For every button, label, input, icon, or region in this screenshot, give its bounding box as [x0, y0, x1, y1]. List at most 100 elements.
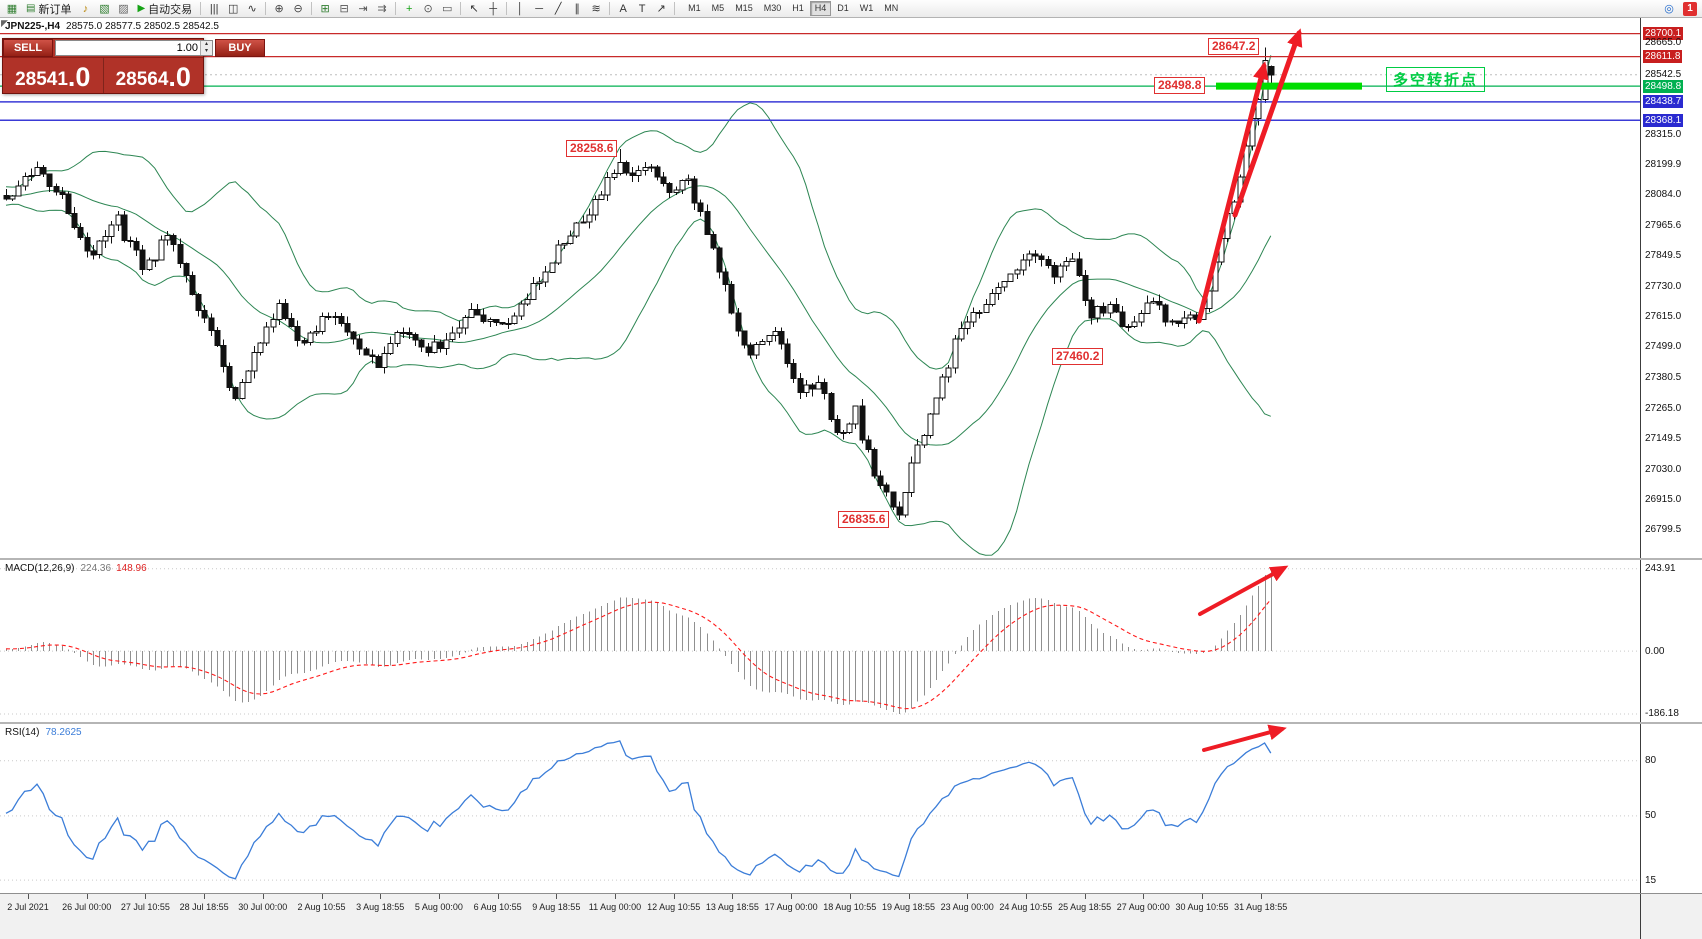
candlestick-icon[interactable]: ◫ [227, 3, 239, 15]
zoom-out-icon[interactable]: ⊖ [293, 3, 303, 15]
toolbar-right-group: ◎ 1 [1660, 1, 1699, 17]
auto-scroll-icon[interactable]: ⇉ [377, 3, 387, 15]
time-axis-tick [1143, 894, 1145, 899]
volume-up-button[interactable]: ▴ [201, 41, 212, 48]
rsi-canvas[interactable] [0, 724, 1640, 893]
one-click-trade-panel: SELL ▴ ▾ BUY 28541.0 28564 [2, 38, 265, 94]
main-chart-canvas[interactable] [0, 18, 1640, 558]
indicators-add-icon[interactable]: + [405, 2, 413, 15]
toolbar-separator [609, 2, 611, 15]
timeframe-h1-button[interactable]: H1 [792, 3, 804, 13]
search-icon[interactable]: ◎ [1664, 3, 1674, 15]
time-axis-label: 28 Jul 18:55 [179, 902, 229, 912]
notification-badge[interactable]: 1 [1683, 1, 1697, 16]
rsi-label: RSI(14) 78.2625 [5, 727, 82, 738]
rsi-line [5, 740, 1272, 880]
buy-button[interactable]: BUY [215, 39, 265, 57]
macd-canvas[interactable] [0, 560, 1640, 722]
time-axis-label: 2 Aug 10:55 [297, 902, 346, 912]
time-axis-tick [204, 894, 206, 899]
autotrading-icon: ▶ [137, 3, 146, 14]
horizontal-line-icon[interactable]: ─ [535, 2, 544, 15]
time-axis-tick [908, 894, 910, 899]
symbol-ohlc: 28575.0 28577.5 28502.5 28542.5 [66, 21, 219, 32]
macd-scale[interactable]: 243.91 0.00 -186.18 [1640, 560, 1702, 722]
autotrading-button[interactable]: ▶ 自动交易 [133, 1, 196, 17]
bollinger-middle-band [5, 185, 1272, 446]
symbol-name: JPN225-,H4 [5, 21, 61, 32]
timeframe-m5-button[interactable]: M5 [711, 3, 725, 13]
price-scale-label: 28665.0 [1645, 37, 1682, 49]
trend-arrow[interactable] [1196, 61, 1269, 324]
trendline-icon[interactable]: ╱ [554, 3, 562, 15]
toolbar-separator [395, 2, 397, 15]
arrows-icon[interactable]: ↗ [656, 3, 666, 15]
main-chart-pane[interactable]: ◤ JPN225-,H4 28575.0 28577.5 28502.5 2854… [0, 18, 1702, 558]
price-scale-label: 0.00 [1645, 645, 1665, 657]
price-scale-label: 28368.1 [1643, 113, 1684, 127]
cascade-windows-icon[interactable]: ⊟ [339, 3, 349, 15]
time-axis-tick [791, 894, 793, 899]
pane-separator[interactable] [0, 558, 1702, 560]
tile-windows-icon[interactable]: ⊞ [320, 3, 330, 15]
volume-input[interactable] [56, 41, 200, 55]
text-icon[interactable]: A [619, 2, 627, 15]
rsi-pane[interactable]: RSI(14) 78.2625 80 50 15 [0, 724, 1702, 893]
price-scale-label: 28199.9 [1645, 158, 1682, 170]
rsi-scale[interactable]: 80 50 15 [1640, 724, 1702, 893]
time-axis-label: 25 Aug 18:55 [1058, 902, 1112, 912]
trend-arrow[interactable] [1232, 28, 1303, 218]
time-axis-label: 9 Aug 18:55 [532, 902, 581, 912]
new-order-icon: ▤ [26, 3, 36, 14]
pane-separator[interactable] [0, 722, 1702, 724]
price-scale-label: 28498.8 [1643, 79, 1684, 93]
timeframe-w1-button[interactable]: W1 [859, 3, 874, 13]
time-axis-tick [28, 894, 29, 899]
text-label-icon[interactable]: T [638, 2, 646, 15]
crosshair-icon[interactable]: ┼ [489, 2, 498, 15]
timeframe-m30-button[interactable]: M30 [763, 3, 782, 13]
chart-shift-icon[interactable]: ⇥ [358, 3, 368, 15]
new-chart-icon[interactable]: ▦ [6, 3, 18, 15]
trend-arrow[interactable] [1198, 565, 1289, 616]
timeframe-m1-button[interactable]: M1 [688, 3, 701, 13]
main-price-scale[interactable]: 28700.1 28665.0 28611.8 28542.5 28498.8 28438… [1640, 18, 1702, 558]
timeframe-d1-button[interactable]: D1 [837, 3, 849, 13]
time-axis-tick [556, 894, 558, 899]
macd-pane[interactable]: MACD(12,26,9) 224.36 148.96 243.91 0.00 -186… [0, 560, 1702, 722]
profiles-icon[interactable]: ▨ [118, 3, 129, 15]
volume-down-button[interactable]: ▾ [201, 48, 212, 55]
time-axis-tick [1025, 894, 1027, 899]
price-scale-label: 27849.5 [1645, 250, 1682, 262]
time-axis-tick [321, 894, 323, 899]
trend-arrow[interactable] [1202, 724, 1287, 752]
price-scale-label: 27380.5 [1645, 372, 1682, 384]
sound-alert-icon[interactable]: ♪ [82, 2, 89, 15]
price-scale-label: 27965.6 [1645, 219, 1682, 231]
cursor-icon[interactable]: ↖ [469, 3, 479, 15]
line-chart-icon[interactable]: ∿ [247, 3, 257, 15]
channel-icon[interactable]: ∥ [574, 3, 580, 15]
time-axis-label: 27 Jul 10:55 [120, 902, 170, 912]
zoom-in-icon[interactable]: ⊕ [274, 3, 284, 15]
timeframe-mn-button[interactable]: MN [884, 3, 899, 13]
chart-window-icon[interactable]: ▧ [99, 3, 110, 15]
time-axis-label: 18 Aug 10:55 [823, 902, 877, 912]
vertical-line-icon[interactable]: │ [516, 2, 524, 15]
templates-icon[interactable]: ▭ [441, 3, 453, 15]
bar-chart-icon[interactable]: ||| [209, 2, 219, 15]
periods-icon[interactable]: ⊙ [423, 3, 433, 15]
sell-button[interactable]: SELL [3, 39, 53, 57]
time-axis-label: 3 Aug 18:55 [356, 902, 405, 912]
time-axis[interactable]: 2 Jul 2021 26 Jul 00:00 27 Jul 10:55 28 Jul… [0, 893, 1702, 939]
new-order-button[interactable]: ▤ 新订单 [22, 1, 75, 17]
time-axis-tick [967, 894, 969, 899]
fibonacci-icon[interactable]: ≋ [591, 3, 601, 15]
panel-collapse-icon[interactable]: ◤ [1, 18, 8, 28]
timeframe-h4-button[interactable]: H4 [809, 1, 832, 16]
symbol-info: JPN225-,H4 28575.0 28577.5 28502.5 28542.… [5, 21, 219, 32]
time-axis-label: 31 Aug 18:55 [1234, 902, 1288, 912]
timeframe-m15-button[interactable]: M15 [735, 3, 753, 13]
price-scale-label: 27499.0 [1645, 341, 1682, 353]
time-axis-tick [673, 894, 675, 899]
